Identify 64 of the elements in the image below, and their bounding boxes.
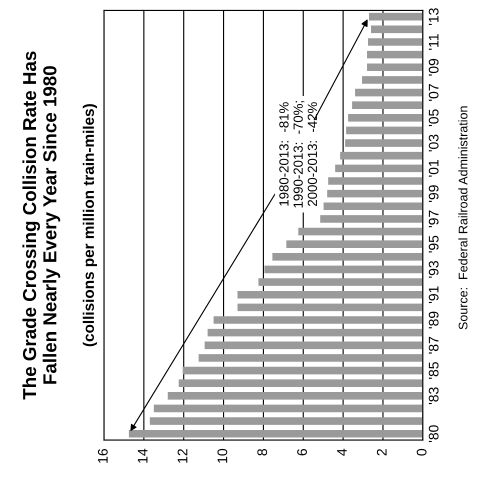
bar <box>272 253 423 261</box>
bar <box>168 392 423 400</box>
y-tick-label: '07 <box>428 84 439 101</box>
bar <box>348 114 423 122</box>
bar <box>367 63 423 72</box>
bar <box>346 126 423 134</box>
y-tick-label: '87 <box>428 336 439 354</box>
x-tick-label: 14 <box>138 448 148 463</box>
bar <box>328 177 423 185</box>
bar <box>327 190 423 198</box>
y-tick-label: '89 <box>428 312 439 328</box>
bar <box>362 76 423 84</box>
y-tick-label: '83 <box>428 387 439 404</box>
y-tick-label: '09 <box>428 58 439 76</box>
bar <box>208 328 423 336</box>
x-tick-label: 10 <box>217 448 228 463</box>
bar <box>178 379 423 387</box>
bar <box>340 152 423 160</box>
y-tick-label: '11 <box>428 34 438 50</box>
text: The Grade Crossing Collision Rate Has Fallen Nearly Every Year Since 1980 <box>22 51 60 400</box>
bar <box>204 341 423 350</box>
text: (collisions per million train-miles) <box>82 104 98 346</box>
bar <box>322 202 423 210</box>
y-tick-label: '03 <box>428 134 439 152</box>
y-tick-label: '01 <box>428 160 439 177</box>
bar <box>238 304 423 312</box>
bar <box>345 139 423 147</box>
bar <box>214 316 423 324</box>
y-tick-label: '05 <box>428 109 439 126</box>
source-note: Source: Federal Railroad Administration <box>458 106 468 330</box>
x-tick-label: 16 <box>98 448 108 463</box>
bar <box>258 278 423 286</box>
bar <box>368 38 423 46</box>
x-tick-label: 2 <box>376 449 387 456</box>
x-tick-label: 0 <box>416 448 427 456</box>
bar <box>298 228 423 236</box>
y-tick-label: '97 <box>428 210 439 228</box>
x-tick-label: 12 <box>178 449 188 463</box>
bar <box>150 417 423 425</box>
y-tick-label: '93 <box>428 261 439 278</box>
y-tick-label: '80 <box>428 425 439 442</box>
bar <box>128 430 423 438</box>
y-tick-label: '91 <box>428 286 439 304</box>
bar <box>335 164 423 172</box>
bar <box>264 266 423 274</box>
y-tick-label: '99 <box>428 185 439 202</box>
y-tick-label: '13 <box>428 8 439 26</box>
bar <box>369 12 423 21</box>
bar <box>367 50 423 58</box>
y-tick-label: '95 <box>428 236 439 253</box>
bar <box>352 101 423 109</box>
bar <box>355 88 423 96</box>
annotation: 1980-2013: -81% 1990-2013: -70%; 2000-2013: -42% <box>279 101 318 208</box>
bar <box>198 354 423 362</box>
y-tick-label: '85 <box>428 362 439 379</box>
x-tick-label: 4 <box>337 448 347 456</box>
bar <box>286 240 423 248</box>
bar <box>238 290 423 299</box>
bar <box>371 26 423 34</box>
bar <box>320 215 423 223</box>
bar <box>154 404 423 412</box>
bar <box>182 366 423 374</box>
x-tick-label: 6 <box>297 449 307 456</box>
x-tick-label: 8 <box>257 448 268 456</box>
